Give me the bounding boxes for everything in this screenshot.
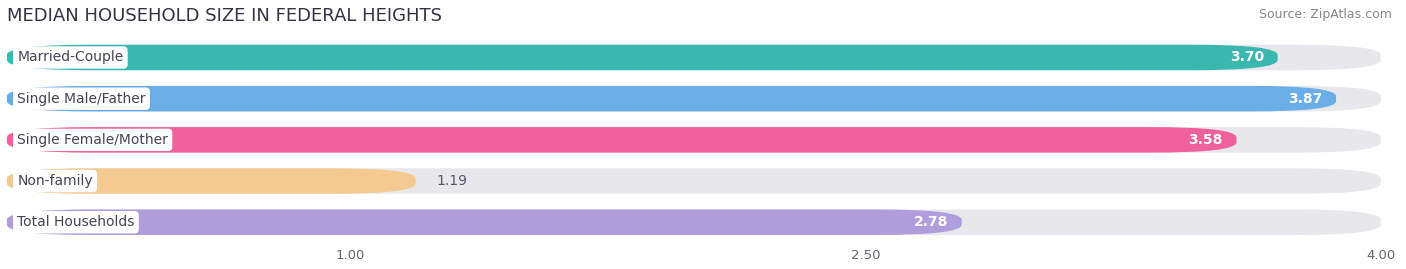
FancyBboxPatch shape: [7, 127, 1381, 153]
Text: Single Male/Father: Single Male/Father: [17, 92, 146, 106]
FancyBboxPatch shape: [7, 45, 1278, 70]
Text: 3.87: 3.87: [1288, 92, 1322, 106]
Text: 3.58: 3.58: [1188, 133, 1223, 147]
Text: MEDIAN HOUSEHOLD SIZE IN FEDERAL HEIGHTS: MEDIAN HOUSEHOLD SIZE IN FEDERAL HEIGHTS: [7, 7, 441, 25]
Text: 3.70: 3.70: [1230, 51, 1264, 65]
Text: 2.78: 2.78: [914, 215, 948, 229]
Text: Married-Couple: Married-Couple: [17, 51, 124, 65]
FancyBboxPatch shape: [7, 168, 416, 194]
FancyBboxPatch shape: [7, 168, 1381, 194]
FancyBboxPatch shape: [7, 45, 1381, 70]
Text: Non-family: Non-family: [17, 174, 93, 188]
FancyBboxPatch shape: [7, 210, 962, 235]
FancyBboxPatch shape: [7, 86, 1336, 111]
FancyBboxPatch shape: [7, 86, 1381, 111]
FancyBboxPatch shape: [7, 210, 1381, 235]
Text: Total Households: Total Households: [17, 215, 135, 229]
FancyBboxPatch shape: [7, 127, 1236, 153]
Text: Single Female/Mother: Single Female/Mother: [17, 133, 169, 147]
Text: 1.19: 1.19: [436, 174, 467, 188]
Text: Source: ZipAtlas.com: Source: ZipAtlas.com: [1258, 8, 1392, 21]
